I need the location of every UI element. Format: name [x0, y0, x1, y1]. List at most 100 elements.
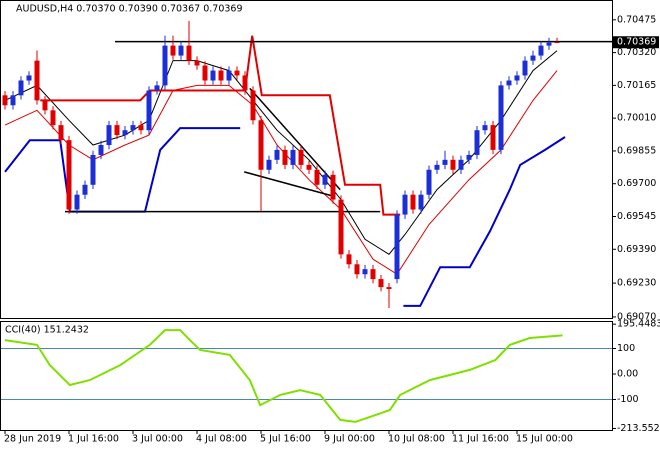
candle-body: [106, 125, 112, 146]
y-tick-label: 100: [617, 343, 635, 354]
y-tick-label: 0.70010: [617, 113, 656, 124]
cci-line: [4, 329, 563, 423]
current-price: 0.70369: [617, 37, 656, 48]
candle-body: [146, 90, 152, 131]
candle-body: [546, 42, 552, 46]
candle-body: [242, 75, 248, 91]
candle-body: [458, 159, 464, 170]
candle-body: [474, 130, 480, 155]
candle-body: [538, 45, 544, 56]
candle-body: [346, 254, 352, 265]
candle-body: [298, 149, 304, 165]
candle-body: [210, 70, 216, 81]
candle-body: [490, 125, 496, 150]
candle-body: [26, 75, 32, 81]
candle-body: [402, 194, 408, 215]
x-tick-label: 11 Jul 16:00: [452, 434, 509, 445]
candle-body: [354, 264, 360, 275]
price-title: AUDUSD,H4 0.70370 0.70390 0.70367 0.7036…: [16, 4, 243, 15]
y-tick-label: 0.69230: [617, 278, 656, 289]
candle-body: [58, 125, 64, 141]
candle-body: [178, 45, 184, 56]
indicator-line: [4, 50, 558, 255]
x-tick-label: 9 Jul 00:00: [324, 434, 375, 445]
candle-body: [154, 85, 160, 91]
y-tick-label: 0.69070: [617, 311, 656, 322]
x-tick-label: 15 Jul 00:00: [516, 434, 573, 445]
candle-body: [450, 159, 456, 170]
x-tick-label: 1 Jul 16:00: [68, 434, 119, 445]
cci-title: CCI(40) 151.2432: [5, 325, 89, 336]
y-tick-label: -100: [617, 394, 639, 405]
candle-body: [386, 287, 392, 290]
candle-body: [338, 199, 344, 255]
cci-pane: [0, 321, 613, 431]
candle-body: [194, 60, 200, 66]
y-tick-label: 0.69390: [617, 244, 656, 255]
candle-body: [554, 42, 560, 44]
candle-body: [282, 149, 288, 165]
price-box: [613, 36, 659, 49]
candle-body: [442, 159, 448, 165]
candle-body: [274, 149, 280, 160]
candle-body: [410, 194, 416, 210]
candle-body: [74, 194, 80, 210]
candle-body: [394, 214, 400, 280]
candle-body: [114, 125, 120, 136]
candle-body: [506, 80, 512, 86]
candle-body: [122, 130, 128, 136]
candle-body: [90, 154, 96, 185]
y-tick-label: 0.69700: [617, 178, 656, 189]
candle-body: [330, 174, 336, 200]
candle-body: [314, 169, 320, 185]
price-pane: [0, 0, 613, 319]
candle-body: [138, 125, 144, 131]
candle-body: [50, 110, 56, 126]
candle-body: [530, 55, 536, 61]
y-tick-label: 0.69855: [617, 145, 656, 156]
x-tick-label: 10 Jul 08:00: [388, 434, 445, 445]
trend-line: [244, 171, 336, 198]
candle-body: [162, 45, 168, 86]
x-tick-label: 5 Jul 16:00: [260, 434, 311, 445]
y-tick-label: 0.70320: [617, 47, 656, 58]
candle-body: [250, 90, 256, 121]
candle-body: [522, 60, 528, 76]
candle-body: [34, 60, 40, 101]
candle-body: [82, 184, 88, 195]
candle-body: [514, 75, 520, 81]
candle-body: [266, 159, 272, 170]
candle-body: [482, 125, 488, 131]
y-tick-label: 0.70165: [617, 80, 656, 91]
candle-body: [258, 120, 264, 170]
y-tick-label: -213.5528: [617, 423, 660, 434]
candle-body: [218, 70, 224, 81]
candle-body: [362, 269, 368, 275]
candle-body: [322, 174, 328, 185]
y-tick-label: 0.00: [617, 368, 638, 379]
candle-body: [202, 65, 208, 81]
candle-body: [18, 80, 24, 96]
candle-body: [498, 85, 504, 150]
candle-body: [66, 140, 72, 210]
candle-body: [306, 164, 312, 170]
candle-body: [434, 164, 440, 170]
candle-body: [98, 145, 104, 155]
y-tick-label: 0.70475: [617, 14, 656, 25]
candle-body: [418, 194, 424, 210]
candle-body: [186, 45, 192, 61]
candle-body: [234, 70, 240, 76]
candle-body: [10, 95, 16, 106]
x-tick-label: 28 Jun 2019: [4, 434, 61, 445]
candle-body: [466, 154, 472, 160]
y-tick-label: 0.69545: [617, 211, 656, 222]
candle-body: [426, 169, 432, 195]
x-tick-label: 4 Jul 08:00: [196, 434, 247, 445]
candle-body: [2, 95, 8, 106]
candle-body: [226, 70, 232, 81]
candle-body: [378, 279, 384, 288]
candle-body: [42, 100, 48, 111]
indicator-line: [4, 70, 558, 275]
candle-body: [170, 45, 176, 56]
